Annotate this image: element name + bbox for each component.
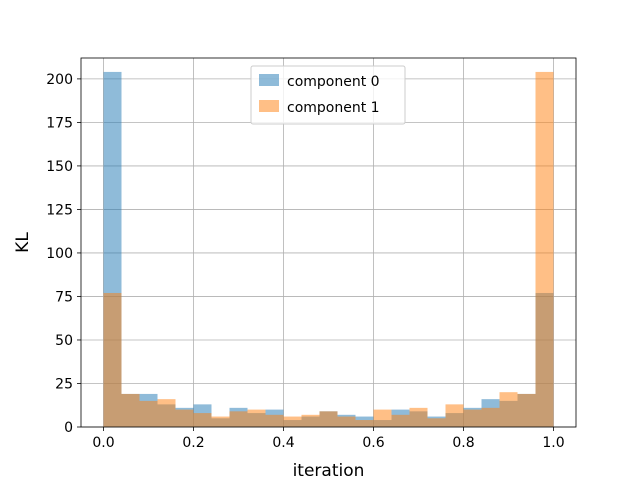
y-tick-label-6: 150 <box>46 159 73 175</box>
legend-label-component-0: component 0 <box>287 74 380 90</box>
bar-series-1-bin-9 <box>265 414 284 427</box>
bar-series-1-bin-16 <box>391 414 410 427</box>
bar-series-1-bin-24 <box>535 71 554 427</box>
legend-swatch-component-0 <box>259 74 279 86</box>
bar-series-1-bin-10 <box>283 416 302 427</box>
y-tick-label-1: 25 <box>55 376 73 392</box>
y-tick-label-0: 0 <box>64 420 73 436</box>
x-tick-label-1: 0.2 <box>182 435 204 451</box>
legend-swatch-component-1 <box>259 100 279 112</box>
bar-series-1-bin-6 <box>211 416 230 427</box>
bar-series-1-bin-2 <box>139 400 158 427</box>
x-tick-label-3: 0.6 <box>362 435 384 451</box>
x-axis-title: iteration <box>293 461 365 480</box>
y-tick-label-2: 50 <box>55 333 73 349</box>
histogram-bars <box>103 71 554 427</box>
legend: component 0 component 1 <box>250 65 406 125</box>
bar-series-1-bin-5 <box>193 413 212 427</box>
y-tick-label-8: 200 <box>46 72 73 88</box>
bar-series-1-bin-1 <box>121 393 140 427</box>
bar-series-1-bin-21 <box>481 407 500 427</box>
axis-ticks: 0.0 0.2 0.4 0.6 0.8 1.0 0 25 50 75 100 125 150 175 200 <box>46 72 564 451</box>
bar-series-1-bin-23 <box>517 393 536 427</box>
y-tick-label-3: 75 <box>55 289 73 305</box>
bar-series-1-bin-12 <box>319 411 338 427</box>
bar-series-1-bin-13 <box>337 416 356 427</box>
bar-series-1-bin-11 <box>301 414 320 427</box>
x-tick-label-5: 1.0 <box>542 435 564 451</box>
legend-label-component-1: component 1 <box>287 100 380 116</box>
bar-series-1-bin-8 <box>247 409 266 427</box>
y-tick-label-4: 100 <box>46 246 73 262</box>
x-tick-label-0: 0.0 <box>92 435 114 451</box>
y-axis-title: KL <box>13 232 33 253</box>
bar-series-1-bin-18 <box>427 418 446 427</box>
bar-series-1-bin-3 <box>157 399 176 427</box>
bar-series-1-bin-15 <box>373 409 392 427</box>
bar-series-1-bin-14 <box>355 420 374 427</box>
x-tick-label-2: 0.4 <box>272 435 294 451</box>
bar-series-1-bin-19 <box>445 404 464 427</box>
bar-series-1-bin-20 <box>463 409 482 427</box>
y-tick-label-7: 175 <box>46 115 73 131</box>
y-tick-label-5: 125 <box>46 202 73 218</box>
bar-series-1-bin-4 <box>175 409 194 427</box>
bar-series-1-bin-22 <box>499 392 518 427</box>
bar-series-1-bin-0 <box>103 292 122 427</box>
x-tick-label-4: 0.8 <box>452 435 474 451</box>
bar-series-1-bin-7 <box>229 411 248 427</box>
bar-series-1-bin-17 <box>409 407 428 427</box>
plot-frame <box>80 57 577 428</box>
legend-box <box>250 65 406 125</box>
